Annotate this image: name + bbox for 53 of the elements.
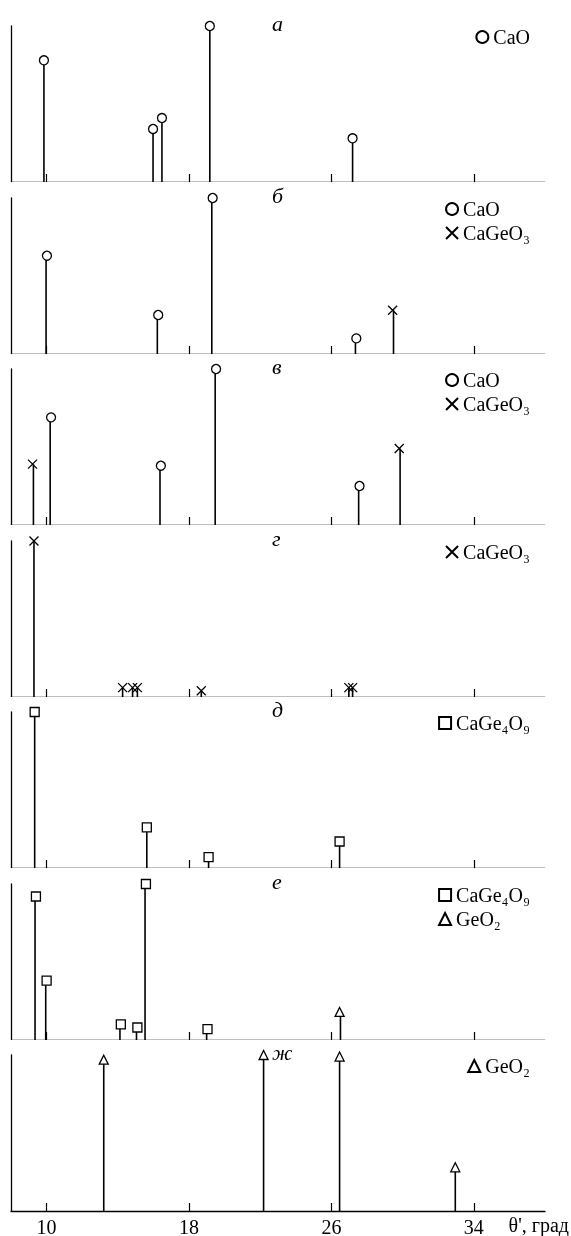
annotation: б <box>272 182 284 207</box>
point <box>258 1049 269 1061</box>
point <box>354 480 365 492</box>
legend-label: CaO <box>493 26 531 48</box>
point <box>98 1054 109 1065</box>
legend-label: CaGe₄O₉ <box>456 883 531 906</box>
point <box>30 890 42 902</box>
point <box>334 836 345 847</box>
point <box>394 443 405 454</box>
legend-label: GeO₂ <box>456 907 501 930</box>
point <box>27 459 38 470</box>
point <box>38 55 50 66</box>
point <box>207 192 218 203</box>
point <box>334 1051 345 1062</box>
point <box>141 822 152 833</box>
legend-label: CaO <box>463 369 500 391</box>
point <box>155 460 167 471</box>
point <box>202 1023 213 1034</box>
point <box>29 706 40 718</box>
x-tick-label: 18 <box>179 1216 199 1236</box>
point <box>450 1162 461 1173</box>
legend-label: CaGeO₃ <box>463 221 530 244</box>
point <box>115 1018 126 1030</box>
point <box>45 412 57 423</box>
point <box>351 332 362 344</box>
annotation: е <box>272 868 282 893</box>
point <box>156 112 168 124</box>
annotation: д <box>272 696 284 722</box>
x-axis-title: θ', град <box>508 1214 570 1236</box>
legend-label: GeO₂ <box>485 1055 531 1077</box>
point <box>41 975 52 986</box>
point <box>41 250 53 261</box>
point <box>210 363 222 375</box>
point <box>347 133 358 144</box>
annotation: в <box>272 353 282 379</box>
point <box>147 123 159 135</box>
point <box>140 878 152 889</box>
legend-label: CaO <box>463 197 500 220</box>
point <box>132 1021 143 1033</box>
legend-label: CaGe₄O₉ <box>456 712 531 734</box>
x-tick-label: 26 <box>321 1216 342 1236</box>
annotation: г <box>272 525 281 550</box>
annotation: а <box>272 10 283 36</box>
x-tick-label: 34 <box>463 1216 484 1236</box>
point <box>334 1006 345 1017</box>
legend-label: CaGeO₃ <box>463 393 530 415</box>
point <box>387 304 398 315</box>
point <box>153 309 164 320</box>
point <box>203 851 214 863</box>
point <box>204 20 215 32</box>
legend-label: CaGeO₃ <box>463 540 530 563</box>
annotation: ж <box>272 1039 293 1065</box>
x-tick-label: 10 <box>36 1216 57 1236</box>
